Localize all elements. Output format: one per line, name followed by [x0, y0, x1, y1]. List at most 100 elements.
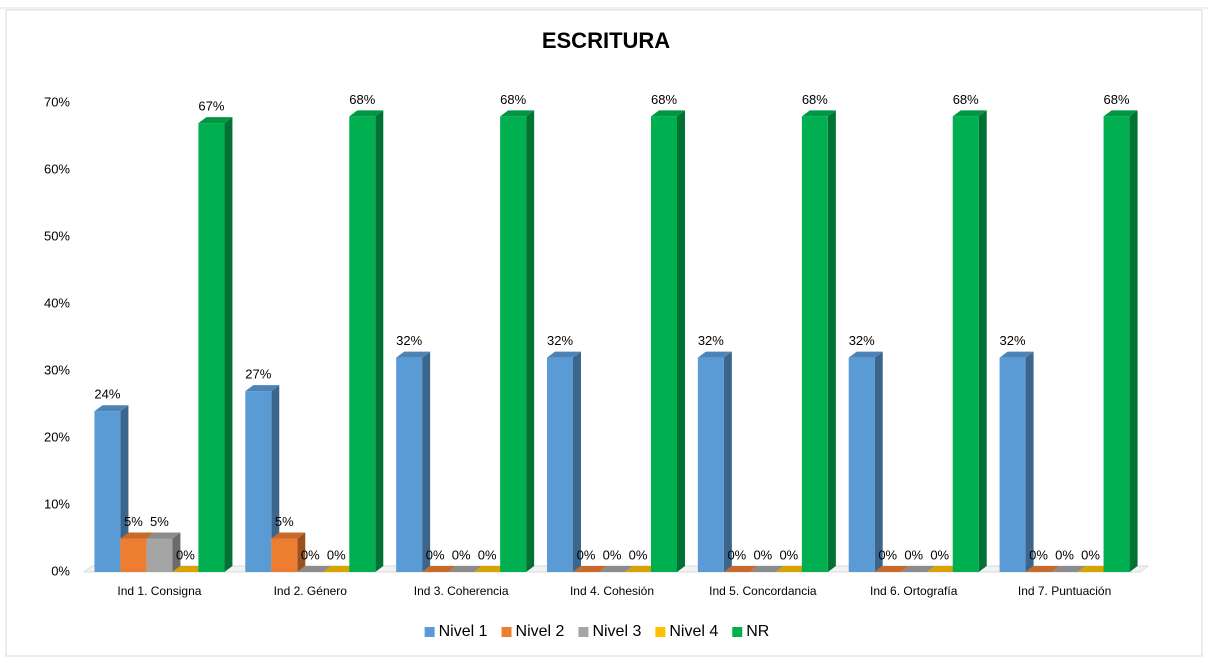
bar	[697, 357, 724, 572]
data-label: 5%	[150, 514, 169, 529]
bar-side	[978, 110, 987, 573]
data-label: 0%	[176, 547, 195, 562]
y-tick-label: 40%	[44, 295, 70, 310]
data-label: 32%	[396, 333, 422, 348]
data-label: 68%	[500, 92, 526, 107]
bar	[999, 357, 1026, 572]
bar-top	[396, 351, 431, 358]
legend-label: Nivel 3	[592, 623, 641, 640]
bar-top	[448, 566, 483, 572]
bar-side	[375, 110, 384, 573]
bar-top	[1103, 110, 1138, 117]
data-label: 32%	[849, 333, 875, 348]
bar	[651, 116, 677, 573]
data-label: 0%	[301, 547, 320, 562]
legend-label: Nivel 4	[669, 623, 718, 640]
x-tick-label: Ind 3. Coherencia	[414, 584, 509, 598]
data-label: 0%	[327, 547, 346, 562]
bar-top	[599, 566, 633, 572]
data-label: 0%	[779, 547, 798, 562]
data-label: 27%	[245, 367, 271, 382]
data-label: 32%	[1000, 333, 1026, 348]
y-tick-label: 50%	[44, 228, 70, 243]
bar-side	[573, 351, 581, 572]
data-label: 0%	[452, 547, 471, 562]
legend-label: Nivel 2	[516, 623, 565, 640]
x-tick-label: Ind 5. Concordancia	[709, 584, 817, 598]
bar-top	[172, 566, 207, 572]
legend-swatch	[655, 627, 666, 637]
data-label: 0%	[1029, 547, 1048, 562]
data-label: 0%	[904, 547, 923, 562]
bar-top	[900, 566, 935, 572]
bar-top	[775, 566, 810, 572]
data-label: 0%	[577, 547, 596, 562]
bar	[120, 538, 147, 572]
bar-top	[271, 532, 306, 539]
x-tick-label: Ind 4. Cohesión	[570, 584, 654, 598]
data-label: 68%	[802, 92, 828, 107]
bar	[1103, 116, 1130, 573]
y-tick-label: 0%	[51, 563, 70, 578]
bar-top	[547, 351, 581, 358]
bar-side	[271, 385, 280, 572]
y-tick-label: 70%	[44, 94, 70, 109]
data-label: 5%	[275, 514, 294, 529]
x-tick-label: Ind 6. Ortografía	[870, 584, 958, 598]
bar-top	[198, 117, 233, 124]
bar-side	[1025, 351, 1034, 572]
bar-top	[323, 566, 358, 572]
bar-top	[625, 566, 659, 572]
bar	[245, 391, 272, 572]
bar-top	[801, 110, 836, 117]
data-label: 0%	[1055, 547, 1074, 562]
data-label: 24%	[94, 387, 120, 402]
bar	[271, 538, 298, 572]
x-tick-label: Ind 7. Puntuación	[1018, 584, 1111, 598]
bar-top	[94, 405, 129, 412]
data-label: 68%	[651, 92, 677, 107]
bar-top	[926, 566, 961, 572]
bar-side	[526, 110, 535, 573]
bar	[848, 357, 875, 572]
bar	[952, 116, 979, 573]
data-label: 32%	[698, 333, 724, 348]
data-label: 5%	[124, 514, 143, 529]
legend-label: Nivel 1	[439, 623, 488, 640]
legend-swatch	[578, 627, 589, 637]
data-label: 0%	[753, 547, 772, 562]
bar-side	[172, 532, 181, 572]
bar-top	[120, 532, 155, 539]
bar-top	[999, 351, 1034, 358]
x-tick-label: Ind 1. Consigna	[117, 584, 201, 598]
data-label: 0%	[426, 547, 445, 562]
bar-top	[474, 566, 509, 572]
legend-swatch	[501, 627, 512, 637]
bar-side	[874, 351, 883, 572]
data-label: 68%	[953, 92, 979, 107]
bar-side	[422, 351, 431, 572]
bar	[94, 411, 121, 572]
bar-side	[224, 117, 233, 572]
data-label: 0%	[478, 547, 497, 562]
y-tick-label: 30%	[44, 362, 70, 377]
bar-side	[120, 405, 129, 572]
bar	[198, 123, 225, 572]
bar-top	[874, 566, 909, 572]
bar-top	[573, 566, 607, 572]
data-label: 68%	[1104, 92, 1130, 107]
bar-top	[297, 566, 332, 572]
bar-top	[349, 110, 384, 117]
bar-side	[677, 110, 685, 573]
legend-swatch	[424, 627, 435, 637]
bar-top	[500, 110, 535, 117]
bar	[500, 116, 527, 573]
y-tick-label: 10%	[44, 496, 70, 511]
data-label: 0%	[629, 547, 648, 562]
y-tick-label: 60%	[44, 161, 70, 176]
data-label: 0%	[878, 547, 897, 562]
bar-side	[1129, 110, 1138, 573]
legend-label: NR	[746, 623, 769, 640]
y-tick-label: 20%	[44, 429, 70, 444]
